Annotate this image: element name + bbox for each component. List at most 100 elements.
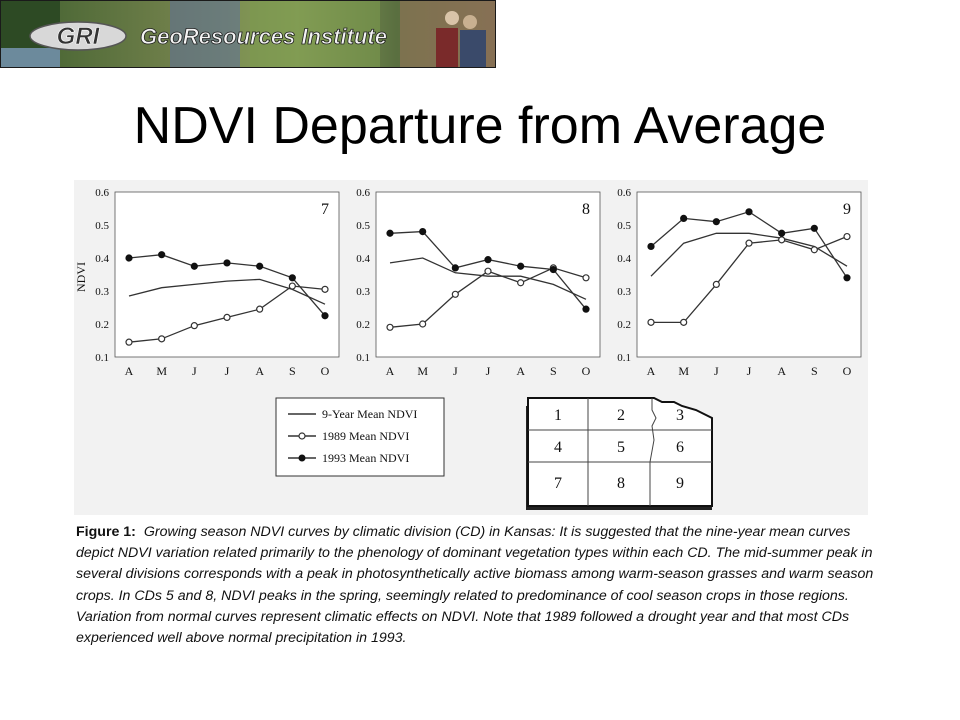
legend-label: 9-Year Mean NDVI (322, 407, 417, 421)
y-tick-label: 0.2 (356, 319, 370, 331)
banner-flowers-photo (170, 0, 240, 68)
data-point-filled (712, 218, 720, 226)
data-point-filled (158, 251, 166, 259)
y-tick-label: 0.2 (617, 319, 631, 331)
x-tick-label: J (747, 364, 752, 378)
x-tick-label: M (156, 364, 167, 378)
data-point-filled (256, 262, 264, 270)
x-tick-label: A (386, 364, 395, 378)
data-point-filled (419, 227, 427, 236)
x-tick-label: M (678, 364, 689, 378)
y-tick-label: 0.3 (95, 286, 109, 298)
y-tick-label: 0.5 (356, 220, 370, 232)
x-tick-label: M (417, 364, 428, 378)
caption-body: Growing season NDVI curves by climatic d… (76, 524, 874, 647)
y-tick-label: 0.4 (617, 253, 631, 265)
data-point-open (451, 290, 459, 298)
data-point-open (680, 318, 688, 326)
y-axis-label: NDVI (74, 262, 88, 292)
y-tick-label: 0.4 (95, 253, 109, 265)
x-tick-label: O (582, 364, 591, 378)
data-point-open (582, 274, 590, 282)
gri-logo-icon (29, 21, 127, 51)
x-tick-label: J (453, 364, 458, 378)
y-tick-label: 0.3 (617, 286, 631, 298)
banner-water-photo (0, 48, 60, 68)
data-point-filled (321, 312, 329, 320)
filled-marker-icon (298, 454, 306, 462)
x-tick-label: S (550, 364, 557, 378)
data-point-open (745, 239, 753, 247)
data-point-filled (223, 259, 231, 267)
ndvi-figure: 0.10.20.30.40.50.6A M J J A S O7NDVI0.10.20.30… (74, 180, 868, 515)
x-tick-label: J (486, 364, 491, 378)
x-tick-label: S (289, 364, 296, 378)
ndvi-panel-7: 0.1 0.2 0.3 0.4 0.5 0.6 A M J J A S O 7 NDVI (74, 187, 340, 378)
data-point-open (419, 320, 427, 328)
chart-legend: 9-Year Mean NDVI 1989 Mean NDVI 1993 Mea… (275, 397, 445, 477)
legend-label: 1993 Mean NDVI (322, 451, 409, 465)
y-tick-label: 0.6 (95, 187, 109, 199)
data-point-open (256, 305, 264, 313)
data-point-filled (647, 242, 655, 251)
data-point-open (321, 285, 329, 293)
gri-logo-text: GRI (57, 23, 101, 50)
data-point-open (647, 318, 655, 326)
ndvi-panel-9: 0.1 0.2 0.3 0.4 0.5 0.6 A M J J A S O 9 (617, 187, 862, 378)
data-point-filled (386, 229, 394, 237)
data-point-filled (810, 224, 818, 232)
division-label: 9 (676, 475, 684, 492)
figure-caption: Figure 1: Growing season NDVI curves by … (76, 522, 876, 649)
y-tick-label: 0.6 (617, 187, 631, 199)
caption-lead: Figure 1: (76, 524, 136, 540)
division-label: 7 (554, 475, 562, 492)
slide-title: NDVI Departure from Average (133, 97, 827, 155)
data-point-open (125, 338, 133, 346)
x-tick-label: A (777, 364, 786, 378)
division-label: 3 (676, 407, 684, 424)
data-point-filled (451, 264, 459, 272)
kansas-division-map: 1 2 3 4 5 6 7 8 9 (526, 397, 713, 510)
data-point-open (484, 267, 492, 275)
division-label: 5 (617, 439, 625, 456)
x-tick-label: J (225, 364, 230, 378)
data-point-filled (517, 262, 525, 270)
person-body-icon (460, 30, 486, 68)
open-marker-icon (298, 432, 306, 440)
plot-area (114, 191, 340, 358)
y-tick-label: 0.5 (95, 220, 109, 232)
x-tick-label: A (255, 364, 264, 378)
plot-area (636, 191, 862, 358)
division-label: 4 (554, 439, 562, 456)
ndvi-panel-8: 0.1 0.2 0.3 0.4 0.5 0.6 A M J J A S O 8 (356, 187, 601, 378)
panel-label: 7 (321, 201, 329, 218)
series-line (389, 257, 587, 300)
y-tick-label: 0.1 (617, 352, 631, 364)
y-tick-label: 0.4 (356, 253, 370, 265)
y-tick-label: 0.5 (617, 220, 631, 232)
x-tick-label: A (647, 364, 656, 378)
data-point-open (517, 279, 525, 287)
data-point-open (810, 246, 818, 254)
data-point-filled (680, 214, 688, 223)
panel-label: 8 (582, 201, 590, 218)
data-point-open (712, 280, 720, 289)
x-tick-label: J (714, 364, 719, 378)
x-tick-label: O (843, 364, 852, 378)
y-tick-label: 0.1 (356, 352, 370, 364)
data-point-open (843, 232, 851, 241)
y-tick-label: 0.2 (95, 319, 109, 331)
chart-panels: 0.10.20.30.40.50.6A M J J A S O7NDVI0.10.20.30… (74, 187, 862, 378)
x-tick-label: A (125, 364, 134, 378)
data-point-open (190, 322, 198, 330)
data-point-filled (190, 262, 198, 270)
data-point-open (158, 335, 166, 343)
header-banner: GRI GeoResources Institute (0, 0, 496, 68)
data-point-filled (288, 274, 296, 282)
x-tick-label: A (516, 364, 525, 378)
division-label: 2 (617, 407, 625, 424)
person-body-icon (436, 28, 458, 68)
y-tick-label: 0.3 (356, 286, 370, 298)
panel-label: 9 (843, 201, 851, 218)
x-tick-label: S (811, 364, 818, 378)
